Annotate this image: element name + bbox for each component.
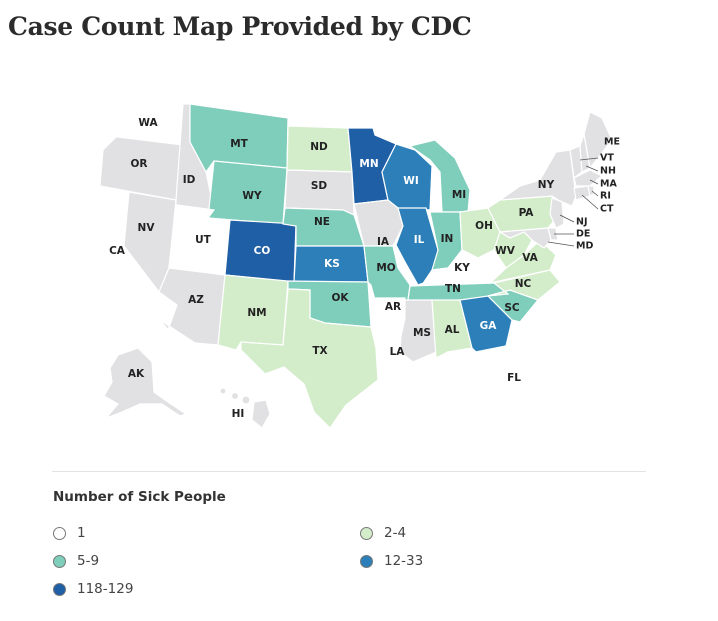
- state-label-wv: WV: [495, 245, 516, 257]
- state-label-ky: KY: [454, 262, 470, 274]
- state-label-mi: MI: [452, 189, 466, 201]
- hawaii-island-kauai[interactable]: [219, 387, 227, 395]
- legend-item-12-33: 12-33: [360, 553, 423, 569]
- state-ny[interactable]: [497, 149, 577, 207]
- legend-label-12-33: 12-33: [384, 553, 424, 569]
- legend-label-5-9: 5-9: [77, 553, 100, 569]
- state-label-fl: FL: [507, 372, 521, 384]
- state-ri[interactable]: [587, 185, 595, 197]
- state-label-ks: KS: [324, 258, 340, 270]
- state-label-hi: HI: [232, 408, 245, 420]
- state-label-nh: NH: [600, 166, 616, 177]
- state-label-nv: NV: [138, 222, 156, 234]
- state-label-ak: AK: [128, 368, 145, 380]
- hawaii-island-maui[interactable]: [241, 395, 251, 405]
- page-title: Case Count Map Provided by CDC: [8, 12, 472, 41]
- legend-label-2-4: 2-4: [384, 525, 407, 541]
- state-label-ok: OK: [331, 292, 349, 304]
- state-label-mo: MO: [376, 262, 395, 274]
- state-label-wi: WI: [403, 175, 419, 187]
- state-md[interactable]: [498, 227, 552, 249]
- state-label-ma: MA: [600, 179, 617, 190]
- state-label-de: DE: [576, 229, 590, 240]
- state-ct[interactable]: [573, 185, 591, 201]
- state-il[interactable]: [395, 207, 439, 286]
- state-label-nj: NJ: [576, 217, 588, 228]
- state-label-or: OR: [130, 158, 147, 170]
- state-label-tx: TX: [312, 345, 327, 357]
- legend-label-1: 1: [77, 525, 86, 541]
- state-label-sd: SD: [311, 180, 328, 192]
- state-leader-lines: [547, 157, 599, 247]
- state-label-wy: WY: [242, 190, 262, 202]
- legend-item-5-9: 5-9: [53, 553, 99, 569]
- state-label-pa: PA: [519, 207, 535, 219]
- legend-item-118-129: 118-129: [53, 581, 133, 597]
- state-label-id: ID: [183, 174, 196, 186]
- state-label-wa: WA: [138, 117, 158, 129]
- state-label-ct: CT: [600, 204, 614, 215]
- state-label-ga: GA: [480, 320, 498, 332]
- legend-divider: [52, 471, 646, 472]
- state-label-nc: NC: [515, 278, 532, 290]
- state-label-al: AL: [445, 324, 460, 336]
- state-label-ri: RI: [600, 191, 611, 202]
- state-label-il: IL: [414, 234, 425, 246]
- state-label-mt: MT: [230, 138, 248, 150]
- state-label-me: ME: [604, 137, 620, 148]
- legend-item-2-4: 2-4: [360, 525, 406, 541]
- state-nc[interactable]: [487, 269, 561, 301]
- state-label-co: CO: [254, 245, 271, 257]
- state-label-nd: ND: [310, 141, 328, 153]
- state-al[interactable]: [431, 299, 473, 359]
- legend-swatch-5-9: [53, 554, 66, 568]
- state-label-ca: CA: [109, 245, 126, 257]
- state-label-la: LA: [390, 346, 406, 358]
- state-ak[interactable]: [103, 347, 188, 419]
- state-label-nm: NM: [247, 307, 266, 319]
- hawaii-island-oahu[interactable]: [230, 391, 240, 401]
- state-nj[interactable]: [549, 197, 565, 229]
- state-label-va: VA: [522, 252, 538, 264]
- state-label-ar: AR: [385, 301, 401, 313]
- state-wi[interactable]: [381, 143, 433, 211]
- state-label-oh: OH: [475, 220, 493, 232]
- legend-label-118-129: 118-129: [77, 581, 134, 597]
- state-label-tn: TN: [445, 283, 461, 295]
- state-label-ut: UT: [195, 234, 212, 246]
- state-label-mn: MN: [359, 158, 378, 170]
- state-label-az: AZ: [188, 294, 204, 306]
- state-tx[interactable]: [240, 288, 379, 429]
- state-label-ny: NY: [538, 179, 555, 191]
- state-ar[interactable]: [370, 297, 406, 339]
- legend-title: Number of Sick People: [53, 489, 226, 505]
- state-label-in: IN: [441, 233, 454, 245]
- state-label-sc: SC: [504, 302, 520, 314]
- state-label-vt: VT: [600, 153, 614, 164]
- state-ma[interactable]: [573, 169, 604, 187]
- state-fl[interactable]: [446, 345, 537, 421]
- us-choropleth-map: WA OR CA NV ID MT WY UT AZ CO NM ND SD NE KS OK TX MN IA MO…: [99, 97, 620, 429]
- state-label-ms: MS: [413, 327, 431, 339]
- legend-swatch-1: [53, 526, 66, 540]
- state-label-ia: IA: [377, 236, 390, 248]
- legend-item-1: 1: [53, 525, 86, 541]
- state-label-ne: NE: [314, 216, 330, 228]
- state-label-md: MD: [576, 241, 593, 252]
- state-hi[interactable]: [251, 399, 271, 429]
- legend-swatch-2-4: [360, 526, 373, 540]
- legend-swatch-12-33: [360, 554, 373, 568]
- legend-swatch-118-129: [53, 582, 66, 596]
